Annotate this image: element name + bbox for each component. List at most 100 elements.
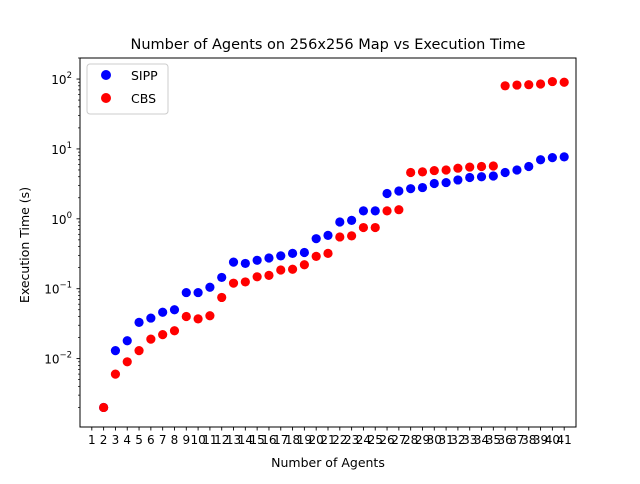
data-point-sipp	[264, 253, 274, 263]
data-point-cbs	[110, 369, 121, 379]
data-point-sipp	[406, 184, 416, 194]
data-point-cbs	[287, 264, 298, 274]
x-tick-label: 11	[202, 433, 217, 447]
data-point-sipp	[252, 255, 262, 265]
data-point-sipp	[476, 172, 487, 182]
legend: SIPP CBS	[86, 63, 169, 115]
data-point-cbs	[417, 167, 428, 177]
y-tick-exponent: 1	[67, 141, 72, 151]
data-point-cbs	[169, 326, 180, 336]
data-point-cbs	[524, 80, 534, 90]
x-tick-label: 37	[509, 433, 524, 447]
x-tick-label: 5	[135, 433, 143, 447]
data-point-cbs	[323, 248, 333, 258]
y-tick-exponent: 0	[67, 211, 72, 221]
x-tick-label: 9	[182, 433, 190, 447]
x-tick-label: 7	[159, 433, 167, 447]
data-point-cbs	[358, 222, 369, 233]
y-tick-exponent: 2	[67, 71, 72, 81]
data-point-cbs	[181, 311, 191, 322]
data-point-cbs	[99, 402, 109, 413]
data-point-sipp	[276, 251, 286, 261]
data-point-sipp	[169, 305, 180, 315]
x-tick-label: 40	[545, 433, 560, 447]
x-tick-label: 28	[403, 433, 418, 447]
data-point-sipp	[524, 161, 534, 172]
legend-marker-cbs	[101, 93, 111, 103]
data-point-cbs	[193, 314, 203, 324]
data-point-cbs	[406, 167, 416, 178]
x-tick-label: 6	[147, 433, 155, 447]
data-point-sipp	[559, 152, 569, 162]
data-point-cbs	[370, 222, 380, 233]
data-point-cbs	[394, 205, 404, 215]
data-point-sipp	[240, 258, 250, 269]
y-tick-label: 10−2	[44, 351, 72, 367]
x-tick-label: 25	[368, 433, 383, 447]
x-tick-label: 12	[214, 433, 229, 447]
data-point-sipp	[299, 247, 309, 258]
data-point-sipp	[370, 206, 380, 216]
data-point-sipp	[465, 172, 475, 183]
data-point-sipp	[110, 346, 121, 356]
x-tick-label: 2	[100, 433, 108, 447]
y-axis-label: Execution Time (s)	[17, 187, 32, 303]
data-point-cbs	[134, 346, 144, 356]
data-point-sipp	[217, 272, 227, 283]
data-point-cbs	[347, 231, 357, 241]
data-point-sipp	[358, 206, 369, 216]
legend-marker-sipp	[101, 70, 111, 80]
data-point-sipp	[394, 186, 404, 196]
y-tick-exponent: −2	[59, 351, 72, 361]
data-point-sipp	[158, 307, 168, 317]
data-point-sipp	[146, 313, 156, 323]
y-tick-base: 10	[51, 213, 66, 227]
y-tick-label: 102	[51, 71, 72, 87]
x-tick-label: 39	[533, 433, 548, 447]
y-tick-label: 101	[51, 141, 72, 157]
data-point-sipp	[500, 167, 510, 178]
x-tick-label: 34	[474, 433, 489, 447]
y-tick-label: 100	[51, 211, 72, 227]
data-point-sipp	[547, 153, 557, 163]
x-tick-label: 10	[190, 433, 205, 447]
data-point-cbs	[276, 265, 286, 275]
data-point-sipp	[453, 175, 463, 185]
data-point-cbs	[311, 251, 321, 261]
x-tick-label: 1	[88, 433, 96, 447]
data-point-sipp	[193, 287, 203, 298]
x-tick-label: 32	[450, 433, 465, 447]
data-point-cbs	[535, 79, 546, 89]
legend-label-sipp: SIPP	[131, 68, 158, 83]
chart-title: Number of Agents on 256x256 Map vs Execu…	[131, 37, 526, 53]
data-point-cbs	[559, 77, 569, 87]
data-point-cbs	[217, 292, 227, 303]
data-point-sipp	[488, 171, 498, 181]
data-point-cbs	[465, 162, 475, 172]
x-tick-label: 30	[427, 433, 442, 447]
x-tick-label: 27	[391, 433, 406, 447]
x-tick-label: 3	[112, 433, 120, 447]
x-tick-label: 29	[415, 433, 430, 447]
data-point-sipp	[382, 188, 392, 199]
x-tick-label: 35	[486, 433, 501, 447]
x-tick-label: 17	[273, 433, 288, 447]
x-tick-label: 38	[521, 433, 536, 447]
plot-area-frame	[79, 57, 577, 428]
legend-label-cbs: CBS	[131, 91, 156, 106]
x-tick-label: 24	[356, 433, 371, 447]
x-tick-label: 26	[379, 433, 394, 447]
x-tick-label: 19	[297, 433, 312, 447]
y-tick-base: 10	[44, 353, 59, 367]
x-tick-label: 16	[261, 433, 276, 447]
x-tick-label: 31	[438, 433, 453, 447]
data-point-sipp	[535, 155, 546, 165]
data-point-cbs	[547, 76, 557, 87]
data-point-sipp	[287, 248, 298, 258]
data-point-cbs	[453, 163, 463, 173]
data-point-sipp	[122, 336, 132, 346]
data-point-sipp	[205, 282, 215, 292]
x-tick-label: 36	[498, 433, 513, 447]
y-tick-exponent: −1	[59, 281, 72, 291]
